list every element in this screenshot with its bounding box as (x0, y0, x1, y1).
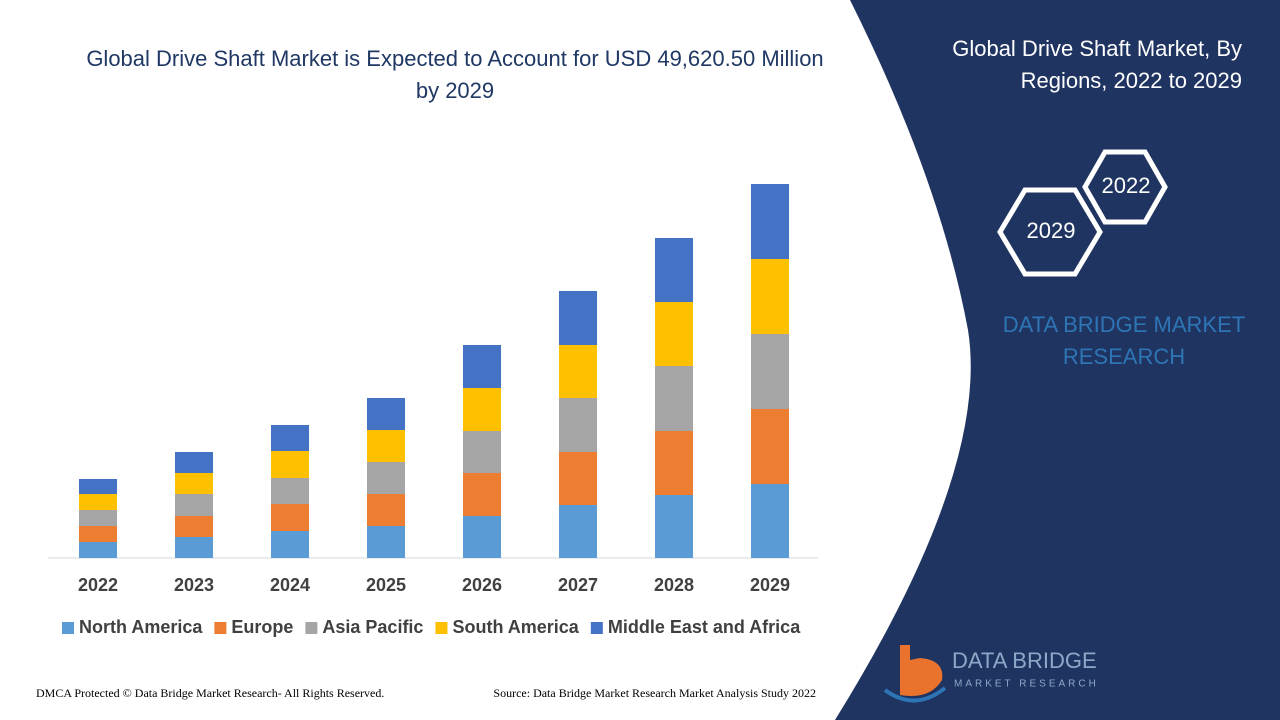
bar-segment (463, 431, 501, 473)
hexagon-label: 2029 (1027, 218, 1076, 243)
x-tick-label: 2028 (654, 575, 694, 595)
legend-label: South America (452, 617, 579, 637)
legend-swatch (590, 622, 603, 634)
bar-segment (559, 291, 597, 345)
bar-segment (559, 345, 597, 398)
bar-segment (367, 526, 405, 558)
bar-segment (175, 452, 213, 473)
source: Source: Data Bridge Market Research Mark… (493, 686, 816, 700)
legend-label: Asia Pacific (322, 617, 423, 637)
x-tick-label: 2027 (558, 575, 598, 595)
bar-segment (655, 431, 693, 495)
bar-segment (751, 259, 789, 334)
bar-segment (175, 516, 213, 537)
bar-segment (751, 334, 789, 409)
bar-segment (271, 504, 309, 531)
bar-segment (463, 345, 501, 388)
brand-text: DATA BRIDGE MARKET RESEARCH (1003, 312, 1245, 369)
chart-title: Global Drive Shaft Market is Expected to… (86, 46, 823, 103)
legend-swatch (62, 622, 74, 634)
bar-segment (367, 430, 405, 462)
bar-segment (79, 526, 117, 542)
x-tick-label: 2025 (366, 575, 406, 595)
legend-swatch (214, 622, 227, 634)
hexagon-label: 2022 (1102, 173, 1151, 198)
bar-segment (79, 510, 117, 526)
bar-segment (463, 473, 501, 516)
hexagon (1082, 149, 1168, 225)
bar-segment (175, 473, 213, 494)
legend-label: Middle East and Africa (608, 617, 801, 637)
bar-segment (559, 452, 597, 505)
x-tick-label: 2024 (270, 575, 310, 595)
bar-segment (367, 462, 405, 494)
logo-icon (900, 645, 943, 696)
hexagon (997, 187, 1103, 277)
bar-segment (271, 425, 309, 451)
x-tick-label: 2029 (750, 575, 790, 595)
bar-segment (271, 451, 309, 478)
legend-swatch (305, 622, 318, 634)
x-tick-label: 2022 (78, 575, 118, 595)
bar-segment (655, 238, 693, 302)
legend-swatch (435, 622, 448, 634)
x-tick-label: 2026 (462, 575, 502, 595)
panel-title: Global Drive Shaft Market, By Regions, 20… (952, 36, 1242, 93)
side-panel (835, 0, 1280, 720)
x-tick-label: 2023 (174, 575, 214, 595)
bar-segment (79, 542, 117, 558)
bar-segment (463, 516, 501, 558)
bar-segment (751, 409, 789, 484)
bar-segment (175, 494, 213, 516)
bar-segment (655, 302, 693, 366)
bar-segment (655, 495, 693, 558)
bar-segment (751, 484, 789, 558)
copyright: DMCA Protected © Data Bridge Market Rese… (36, 686, 384, 700)
bar-segment (271, 478, 309, 504)
bar-segment (175, 537, 213, 558)
logo-swoosh (883, 686, 947, 703)
legend-label: North America (79, 617, 203, 637)
bar-segment (271, 531, 309, 558)
legend-label: Europe (231, 617, 293, 637)
bar-segment (79, 479, 117, 494)
bar-segment (367, 398, 405, 430)
bar-segment (463, 388, 501, 431)
bar-segment (751, 184, 789, 259)
logo-tagline: MARKET RESEARCH (954, 679, 1099, 690)
bar-segment (559, 505, 597, 558)
bar-segment (559, 398, 597, 452)
bar-segment (367, 494, 405, 526)
logo-name: DATA BRIDGE (952, 648, 1097, 673)
bar-segment (655, 366, 693, 431)
bar-segment (79, 494, 117, 510)
